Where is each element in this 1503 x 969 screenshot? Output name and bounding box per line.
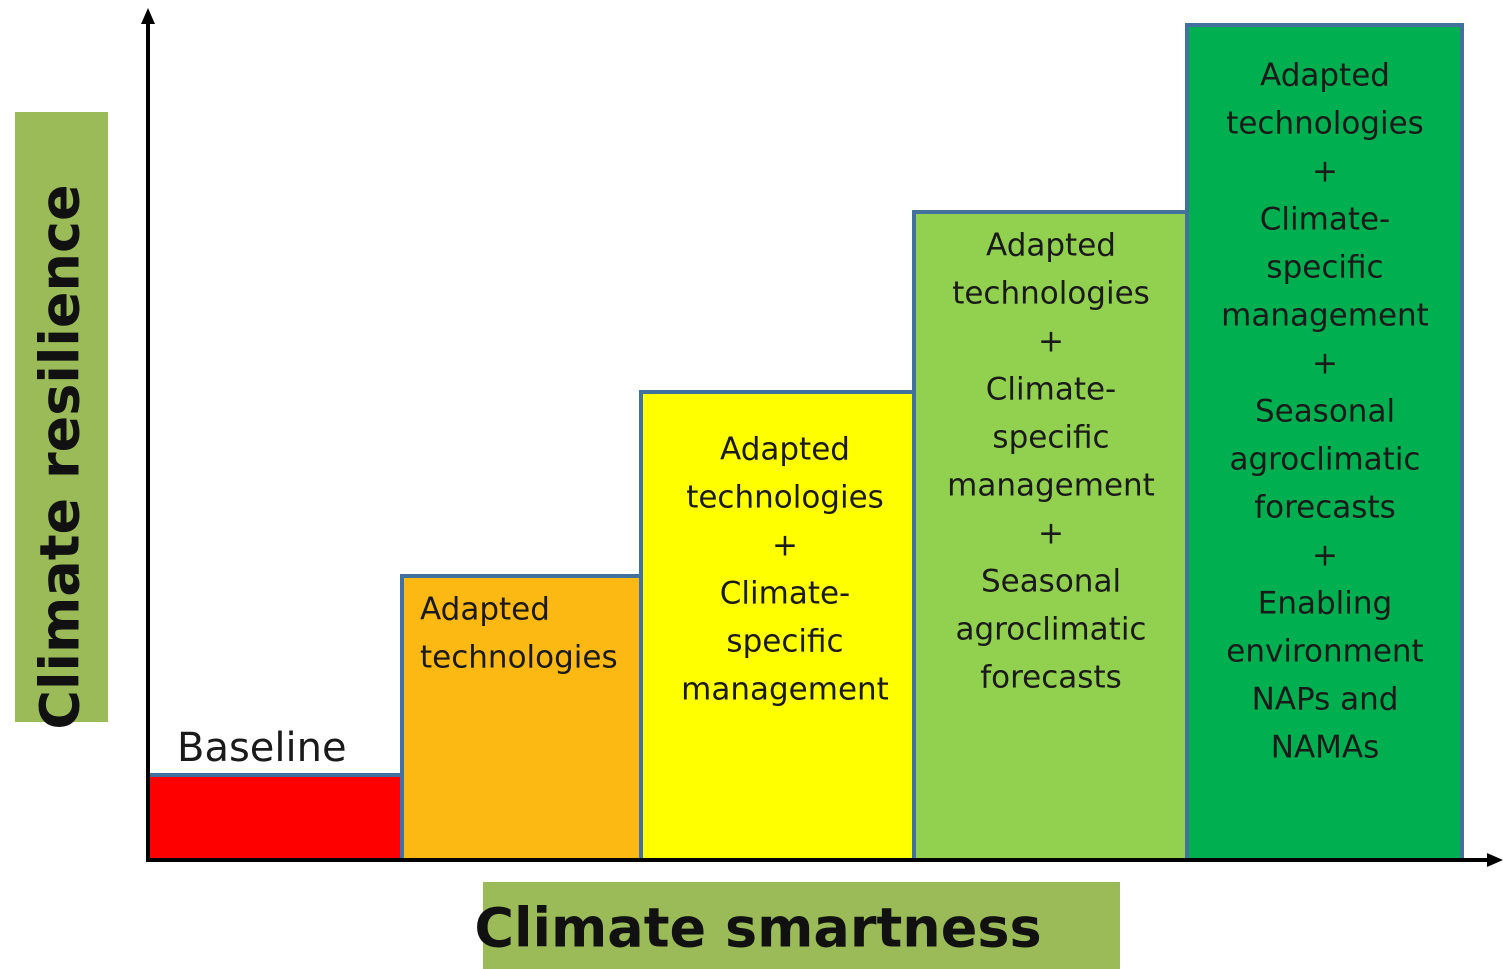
step-text: specific bbox=[992, 420, 1109, 456]
step-text: forecasts bbox=[1254, 490, 1396, 526]
step-text: management bbox=[1221, 298, 1429, 334]
step-text: forecasts bbox=[980, 660, 1122, 696]
step-text: Climate- bbox=[720, 576, 850, 612]
x-axis-label: Climate smartness bbox=[474, 897, 1041, 960]
step-text: Baseline bbox=[177, 725, 347, 771]
y-axis-label: Climate resilience bbox=[29, 184, 92, 729]
step-text: Climate- bbox=[986, 372, 1116, 408]
step-text: + bbox=[1038, 324, 1064, 360]
step-text: Seasonal bbox=[981, 564, 1121, 600]
step-text: NAMAs bbox=[1271, 730, 1380, 766]
y-arrow bbox=[141, 8, 155, 24]
step-text: specific bbox=[726, 624, 843, 660]
step-box bbox=[1185, 23, 1464, 862]
step-text: specific bbox=[1266, 250, 1383, 286]
step-text: + bbox=[1312, 538, 1338, 574]
steps: Baseline Adapted technologies Adapted techno… bbox=[146, 23, 1464, 862]
step-text: Seasonal bbox=[1255, 394, 1395, 430]
step-text: Adapted bbox=[986, 228, 1116, 264]
step-text: Adapted bbox=[420, 592, 550, 628]
step-text: agroclimatic bbox=[956, 612, 1147, 648]
step-text: technologies bbox=[420, 640, 618, 676]
step-box bbox=[146, 773, 404, 862]
step-text: Adapted bbox=[1260, 58, 1390, 94]
step-text: Adapted bbox=[720, 432, 850, 468]
step-text: management bbox=[947, 468, 1155, 504]
x-label-box bbox=[483, 882, 1120, 969]
step-text: NAPs and bbox=[1252, 682, 1399, 718]
step-text: + bbox=[772, 528, 798, 564]
step-text: agroclimatic bbox=[1230, 442, 1421, 478]
step-text: + bbox=[1312, 346, 1338, 382]
step-text: + bbox=[1038, 516, 1064, 552]
step-text: Climate- bbox=[1260, 202, 1390, 238]
x-arrow bbox=[1487, 853, 1503, 867]
step-text: + bbox=[1312, 154, 1338, 190]
step-text: Enabling bbox=[1258, 586, 1392, 622]
step-text: technologies bbox=[952, 276, 1150, 312]
step-text: technologies bbox=[1226, 106, 1424, 142]
step-text: environment bbox=[1226, 634, 1423, 670]
step-text: technologies bbox=[686, 480, 884, 516]
y-label-box bbox=[15, 112, 108, 722]
step-text: management bbox=[681, 672, 889, 708]
